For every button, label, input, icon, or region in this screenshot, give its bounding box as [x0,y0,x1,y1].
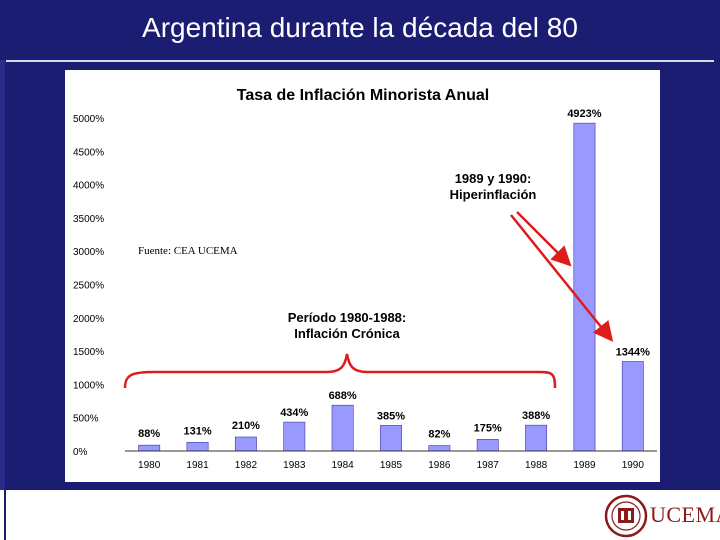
y-tick-label: 500% [73,414,99,425]
y-tick-label: 3500% [73,214,104,225]
y-tick-label: 5000% [73,114,104,125]
y-tick-label: 4500% [73,147,104,158]
title-divider [6,60,714,62]
hyperinflation-annotation-line2: Hiperinflación [450,187,537,202]
value-label-1983: 434% [280,407,308,419]
y-tick-label: 2000% [73,314,104,325]
slide-title: Argentina durante la década del 80 [142,12,578,43]
chart-title: Tasa de Inflación Minorista Anual [237,87,489,104]
x-axis-ticks: 1980 1981 1982 1983 1984 1985 1986 1987 1988 1989… [138,460,644,471]
chronic-period-brace [123,353,557,389]
y-tick-label: 1000% [73,380,104,391]
bar-1984 [331,404,354,452]
inflation-chart: Tasa de Inflación Minorista Anual 0% 500%… [73,87,657,471]
value-label-1989: 4923% [567,108,601,120]
value-label-1984: 688% [329,390,357,402]
value-labels-group: 88% 131% 210% 434% 688% 385% 82% 175% 388% 4923% 1… [138,108,650,440]
y-tick-label: 2500% [73,281,104,292]
value-label-1982: 210% [232,420,260,432]
x-tick-label: 1986 [428,460,451,471]
value-label-1981: 131% [183,425,211,437]
footer-accent-line [4,490,6,540]
bar-1987 [476,439,499,452]
chart-panel: Tasa de Inflación Minorista Anual 0% 500%… [65,70,660,482]
bar-1986 [428,445,451,452]
x-tick-label: 1980 [138,460,161,471]
value-label-1987: 175% [474,422,502,434]
y-tick-label: 0% [73,447,88,458]
y-tick-label: 1500% [73,347,104,358]
arrow-to-1989 [516,211,572,267]
bar-1982 [234,436,257,452]
value-label-1990: 1344% [616,346,650,358]
bar-1980 [138,444,161,452]
value-label-1988: 388% [522,410,550,422]
chronic-annotation-line1: Período 1980-1988: [288,310,407,325]
y-tick-label: 3000% [73,247,104,258]
bar-1989 [573,122,596,452]
y-tick-label: 4000% [73,181,104,192]
value-label-1980: 88% [138,428,160,440]
value-label-1986: 82% [428,429,450,441]
ucema-seal-logo [604,494,648,538]
x-tick-label: 1984 [332,460,355,471]
arrow-to-1990 [510,214,614,342]
x-tick-label: 1983 [283,460,306,471]
bar-1981 [186,441,209,452]
bar-1990 [621,361,644,452]
source-note: Fuente: CEA UCEMA [138,245,238,257]
x-tick-label: 1985 [380,460,403,471]
bar-1985 [380,425,402,452]
x-tick-label: 1982 [235,460,258,471]
footer-bar [0,490,720,540]
x-tick-label: 1987 [477,460,500,471]
hyperinflation-annotation-line1: 1989 y 1990: [455,171,532,186]
x-tick-label: 1990 [622,460,645,471]
bar-1983 [283,421,306,452]
left-accent-bar [0,60,5,490]
bar-1988 [525,424,548,452]
x-tick-label: 1981 [186,460,209,471]
x-tick-label: 1989 [573,460,596,471]
y-axis-ticks: 0% 500% 1000% 1500% 2000% 2500% 3000% 3500% 4000… [73,114,104,458]
value-label-1985: 385% [377,410,405,422]
ucema-logo-text: UCEMA [650,502,720,527]
x-tick-label: 1988 [525,460,548,471]
chronic-annotation-line2: Inflación Crónica [294,326,400,341]
